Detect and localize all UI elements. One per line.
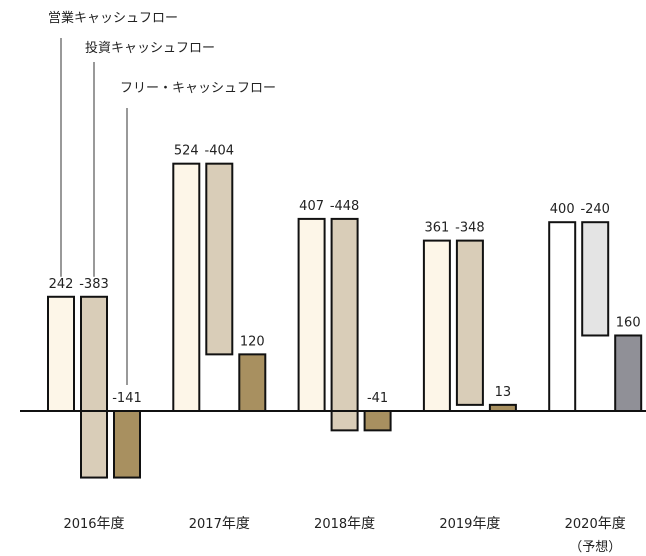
bar [238,353,267,412]
legend-label: 営業キャッシュフロー [48,10,178,26]
bar [330,217,359,432]
bar [614,334,643,413]
category-year: 2016 [63,517,96,532]
x-tick-label: 2019年度 [439,516,500,532]
x-tick-label: 2020年度 [565,516,626,532]
bar [548,221,577,412]
data-label: 120 [240,334,265,349]
bar [113,410,141,479]
data-label: -404 [205,144,235,159]
bar [363,410,392,432]
category-year: 2018 [314,517,347,532]
category-year: 2017 [189,517,222,532]
legend-label: 投資キャッシュフロー [85,40,215,56]
data-label: 361 [424,221,449,236]
category-suffix: 年度 [222,516,250,532]
data-label: -383 [79,277,109,292]
legend-label: フリー・キャッシュフロー [120,81,276,96]
data-label: -448 [330,199,360,214]
bar [80,295,108,479]
bar [297,217,326,412]
data-label: 242 [49,277,74,292]
category-suffix: 年度 [347,516,375,532]
data-label: 400 [550,202,575,217]
data-label: -141 [112,391,142,406]
bar [205,162,234,356]
category-suffix: 年度 [472,516,500,532]
bar [455,239,484,406]
category-suffix: 年度 [598,516,626,532]
category-suffix: 年度 [97,516,125,532]
x-tick-label: 2016年度 [63,516,124,532]
category-year: 2020 [565,517,598,532]
bar [422,239,451,412]
data-label: 407 [299,199,324,214]
category-year: 2019 [439,517,472,532]
data-label: 524 [174,144,199,159]
data-label: 160 [616,315,641,330]
annotation: （予想） [569,539,621,555]
data-label: -41 [367,391,388,406]
x-tick-label: 2017年度 [189,516,250,532]
bar [172,162,201,412]
data-label: 13 [495,385,512,400]
bar [47,295,75,412]
data-label: -240 [580,202,610,217]
x-tick-label: 2018年度 [314,516,375,532]
bar [581,221,610,337]
data-label: -348 [455,221,485,236]
